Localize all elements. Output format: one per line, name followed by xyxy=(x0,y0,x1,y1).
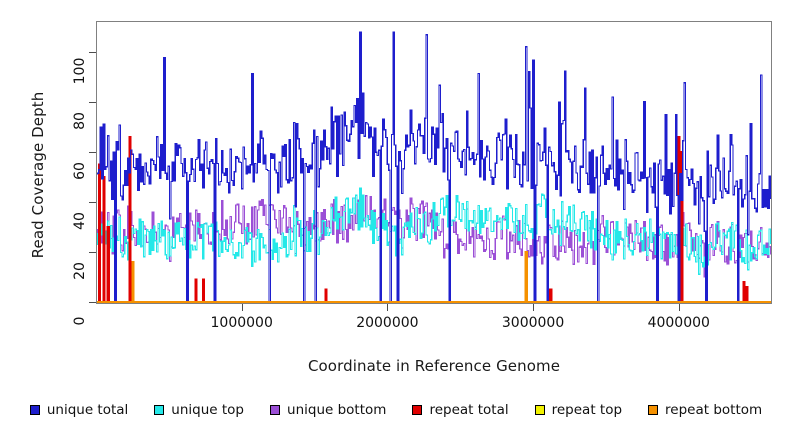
legend-label: repeat top xyxy=(551,402,623,418)
legend-swatch-icon xyxy=(648,405,659,415)
legend-item: unique bottom xyxy=(270,402,386,418)
legend-item: repeat total xyxy=(412,402,509,418)
plot-frame xyxy=(95,20,773,305)
legend-swatch-icon xyxy=(412,405,423,415)
legend-item: repeat bottom xyxy=(648,402,762,418)
chart-legend: unique total unique top unique bottom repea… xyxy=(0,398,792,422)
legend-swatch-icon xyxy=(29,405,40,415)
y-tick-label: 20 xyxy=(72,262,88,280)
y-tick-label: 0 xyxy=(72,316,88,326)
legend-item: repeat top xyxy=(534,402,623,418)
legend-item: unique total xyxy=(29,402,129,418)
legend-item: unique top xyxy=(154,402,244,418)
y-axis-label: Read Coverage Depth xyxy=(29,91,47,259)
x-tick-label: 2000000 xyxy=(356,315,419,331)
x-tick-label: 3000000 xyxy=(501,315,565,331)
y-tick-label: 60 xyxy=(72,162,88,180)
y-tick-label: 80 xyxy=(72,112,88,130)
legend-label: unique bottom xyxy=(287,402,387,418)
x-tick-label: 1000000 xyxy=(210,315,273,331)
x-tick-label: 4000000 xyxy=(647,315,710,331)
legend-label: repeat total xyxy=(429,402,509,418)
legend-label: unique top xyxy=(171,402,245,418)
y-tick-label: 40 xyxy=(72,212,88,230)
legend-swatch-icon xyxy=(270,405,281,415)
legend-swatch-icon xyxy=(154,405,165,415)
series-unique-top xyxy=(96,187,772,275)
y-tick-label: 100 xyxy=(72,57,88,85)
legend-swatch-icon xyxy=(534,405,545,415)
x-axis-label: Coordinate in Reference Genome xyxy=(307,357,561,375)
legend-label: unique total xyxy=(46,402,129,418)
legend-label: repeat bottom xyxy=(665,402,763,418)
series-unique-total xyxy=(96,31,772,303)
